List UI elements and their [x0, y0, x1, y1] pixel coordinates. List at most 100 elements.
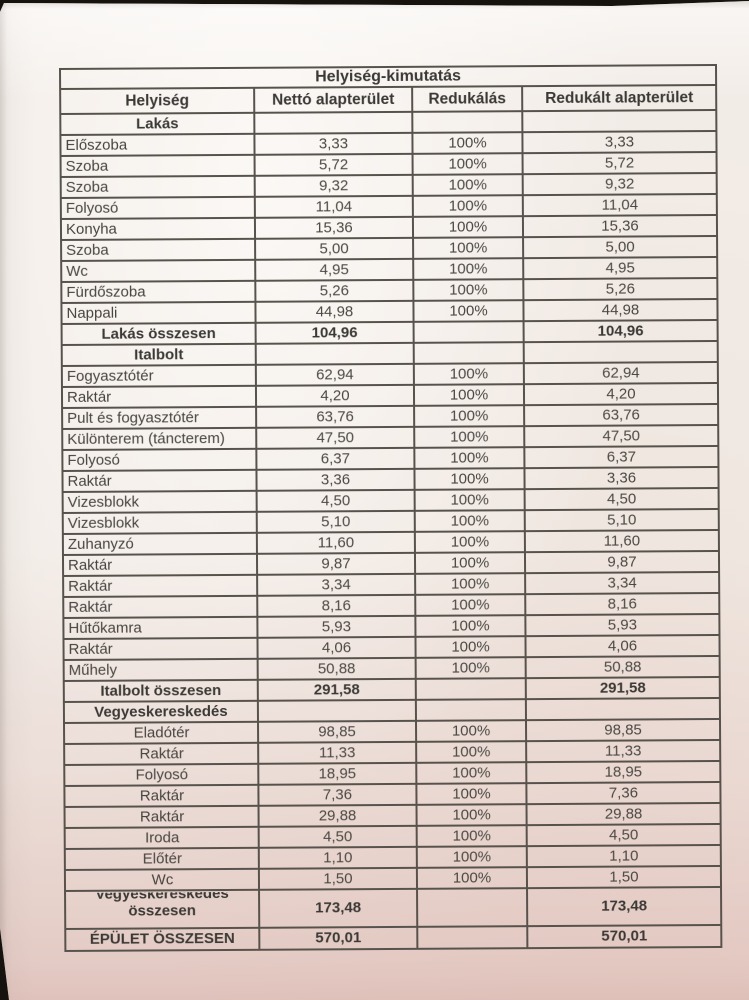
reduced-area-cell-text: 3,33: [604, 132, 635, 151]
reduced-area-cell-text: 98,85: [604, 720, 642, 739]
reduced-area-cell-text: 50,88: [603, 657, 642, 676]
reduction-cell: 100%: [414, 447, 525, 469]
section-total-reduction-cell: [415, 678, 526, 700]
room-name-cell-text: Eladótér: [133, 723, 190, 742]
net-area-cell: 47,50: [256, 426, 415, 449]
room-name-cell-text: Wc: [151, 870, 174, 888]
reduction-cell-text: 100%: [451, 658, 490, 677]
net-area-cell-text: 5,10: [321, 512, 351, 530]
room-name-cell: Folyosó: [64, 763, 259, 786]
net-area-cell-text: 29,88: [318, 806, 357, 824]
reduced-area-cell-text: 3,34: [607, 573, 637, 592]
net-area-cell: 3,34: [257, 573, 416, 596]
reduction-cell-text: 100%: [451, 595, 490, 614]
net-area-cell-text: 44,98: [315, 302, 354, 320]
reduction-cell: 100%: [416, 846, 527, 868]
empty-cell: [257, 699, 416, 722]
room-name-cell-text: Raktár: [66, 388, 112, 406]
reduced-area-cell: 5,10: [524, 508, 719, 532]
reduction-cell: 100%: [415, 573, 526, 595]
net-area-cell-text: 15,36: [315, 218, 353, 236]
reduced-area-cell-text: 4,50: [606, 489, 637, 508]
room-name-cell-text: Pult és fogyasztótér: [67, 408, 199, 427]
net-area-cell-text: 9,87: [321, 554, 351, 572]
empty-cell: [413, 342, 524, 364]
section-total-net-cell-text: 291,58: [313, 680, 360, 698]
reduction-cell: 100%: [412, 153, 523, 175]
section-total-net-cell: 291,58: [257, 678, 416, 701]
net-area-cell-text: 1,50: [323, 869, 353, 887]
reduced-area-cell: 18,95: [526, 760, 721, 784]
reduced-area-cell-text: 11,04: [601, 195, 639, 214]
empty-cell: [525, 697, 721, 721]
reduction-cell: 100%: [414, 468, 525, 490]
net-area-cell: 5,93: [257, 615, 416, 638]
reduction-cell: 100%: [415, 636, 526, 658]
section-name: Vegyeskereskedés: [63, 700, 258, 723]
reduction-cell: 100%: [414, 510, 525, 532]
room-name-cell-text: Raktár: [139, 744, 184, 763]
building-total-row: ÉPÜLET ÖSSZESEN 570,01 570,01: [65, 924, 722, 951]
reduced-area-cell: 7,36: [526, 781, 721, 805]
reduced-area-cell-text: 11,33: [604, 741, 642, 760]
section-total-row: Vegyeskereskedés összesen 173,48 173,48: [65, 886, 722, 929]
room-name-cell-text: Műhely: [68, 661, 118, 679]
net-area-cell: 7,36: [258, 783, 417, 806]
net-area-cell: 9,87: [256, 552, 416, 575]
net-area-cell: 8,16: [257, 594, 416, 617]
reduced-area-cell: 29,88: [526, 802, 721, 826]
reduction-cell-text: 100%: [449, 406, 489, 425]
reduced-area-cell-text: 4,50: [609, 825, 639, 844]
building-total-reduced-cell: 570,01: [527, 924, 722, 949]
empty-cell: [255, 342, 414, 365]
reduction-cell-text: 100%: [451, 637, 490, 656]
section-total-reduced-cell-text: 173,48: [601, 897, 648, 915]
net-area-cell: 50,88: [257, 657, 416, 680]
reduction-cell: 100%: [414, 405, 525, 427]
net-area-cell: 4,50: [258, 825, 417, 848]
room-name-cell: Műhely: [63, 658, 258, 681]
reduction-cell-text: 100%: [450, 427, 489, 446]
net-area-cell-text: 11,33: [318, 743, 356, 761]
net-area-cell: 29,88: [258, 804, 417, 827]
room-name-cell-text: Folyosó: [67, 451, 120, 469]
reduced-area-cell: 3,36: [524, 466, 719, 490]
net-area-cell-text: 62,94: [316, 365, 354, 383]
room-name-cell-text: Folyosó: [65, 199, 119, 217]
net-area-cell-text: 47,50: [316, 428, 355, 446]
reduced-area-cell: 3,34: [525, 571, 720, 595]
net-area-cell: 4,06: [257, 636, 416, 659]
section-total-reduced-cell: 291,58: [525, 676, 720, 700]
reduced-area-cell-text: 11,60: [603, 531, 641, 550]
reduced-area-cell-text: 1,10: [609, 846, 639, 865]
reduced-area-cell: 4,50: [524, 487, 719, 511]
building-total-reduction-cell: [417, 926, 528, 949]
reduced-area-cell: 9,87: [524, 550, 720, 574]
column-header-reduction: Redukálás: [412, 86, 523, 112]
net-area-cell-text: 11,60: [317, 533, 355, 551]
room-name-cell-text: Wc: [66, 262, 88, 280]
reduced-area-cell: 9,32: [522, 172, 717, 196]
reduction-cell-text: 100%: [449, 385, 489, 404]
room-name-cell: Vizesblokk: [62, 511, 257, 534]
reduction-cell-text: 100%: [448, 196, 488, 215]
column-header-reduced-area: Redukált alapterület: [522, 84, 717, 112]
net-area-cell-text: 6,37: [320, 449, 351, 467]
net-area-cell: 18,95: [258, 762, 417, 785]
reduction-cell: 100%: [415, 720, 527, 742]
section-total-reduced-cell-text: 291,58: [599, 678, 646, 697]
net-area-cell-text: 4,20: [320, 386, 350, 404]
net-area-cell-text: 3,34: [321, 575, 351, 593]
reduction-cell: 100%: [414, 426, 525, 448]
room-name-cell: Szoba: [60, 154, 255, 177]
net-area-cell-text: 9,32: [319, 176, 349, 194]
room-name-cell: Raktár: [61, 385, 257, 408]
reduction-cell-text: 100%: [450, 448, 489, 467]
section-name: Italbolt: [61, 343, 256, 366]
reduction-cell: 100%: [413, 300, 524, 322]
building-total-net-cell-text: 570,01: [315, 929, 362, 947]
empty-cell: [415, 699, 526, 721]
reduced-area-cell: 3,33: [522, 130, 717, 154]
section-name-text: Lakás: [136, 114, 179, 133]
